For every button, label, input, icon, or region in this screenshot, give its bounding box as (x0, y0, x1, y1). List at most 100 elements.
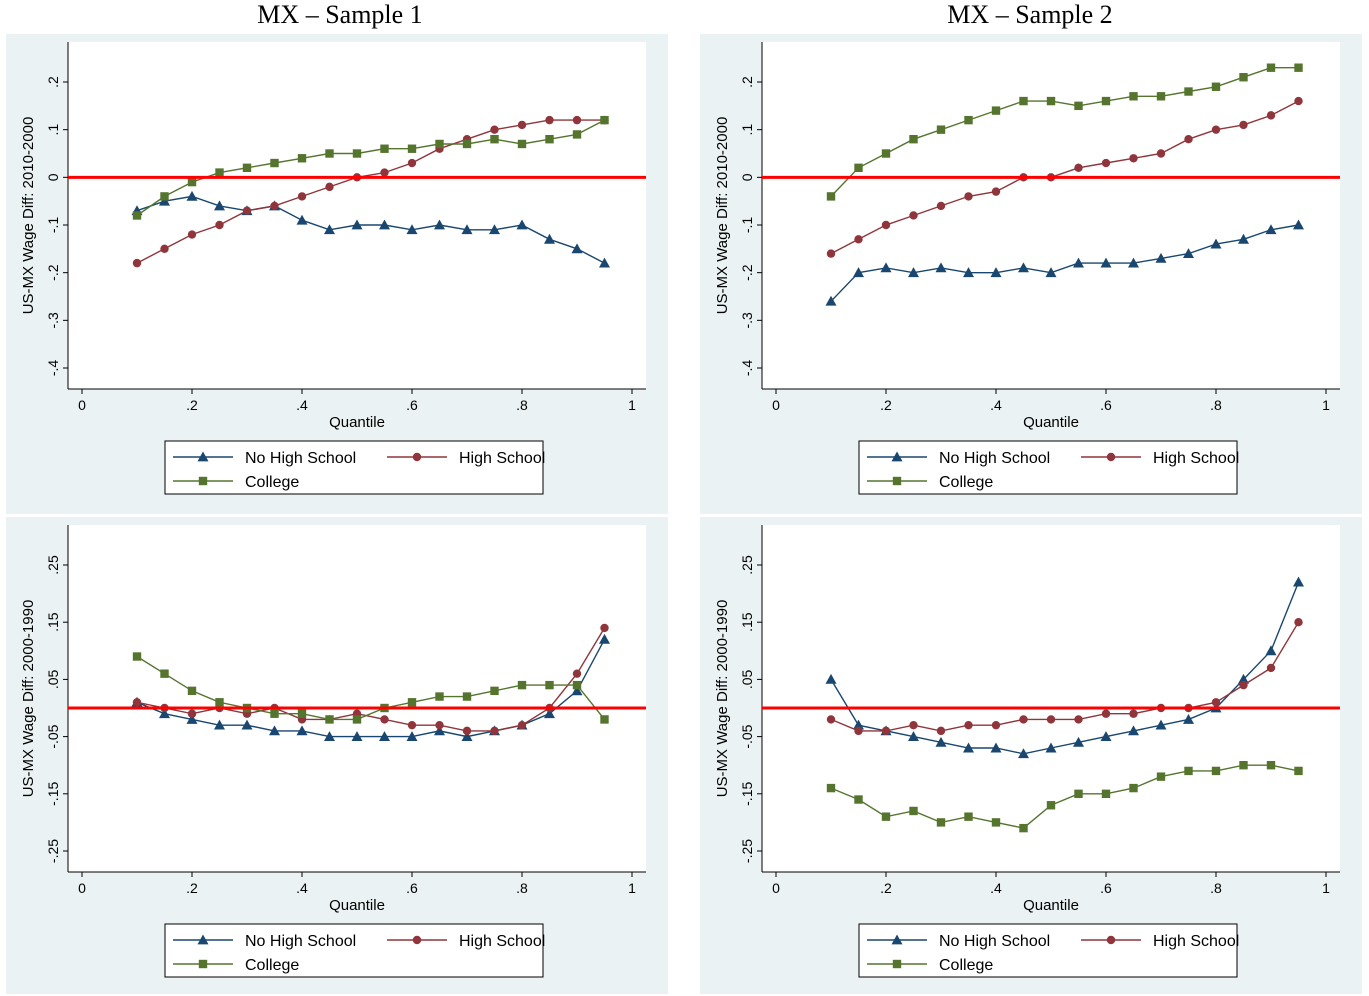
legend-marker-hs (1106, 452, 1116, 462)
data-point-hs (1074, 163, 1083, 172)
data-point-college (1239, 73, 1248, 82)
data-point-hs (160, 244, 169, 254)
data-point-no_hs (908, 731, 919, 741)
data-point-college (490, 135, 499, 144)
data-point-hs (490, 125, 499, 134)
data-point-hs (215, 220, 224, 230)
y-axis-label: US-MX Wage Diff: 2000-1990 (20, 600, 37, 798)
data-point-no_hs (1045, 742, 1057, 753)
data-point-hs (991, 187, 1001, 196)
data-point-no_hs (269, 725, 280, 736)
x-tick-label: 1 (1322, 397, 1330, 413)
x-axis-label: Quantile (1023, 897, 1079, 914)
data-point-hs (435, 720, 444, 730)
data-point-hs (826, 715, 836, 724)
y-tick-label: .25 (45, 555, 61, 575)
legend-label-hs: High School (459, 450, 545, 467)
series-line-college (136, 119, 605, 217)
x-tick-label: .6 (1100, 397, 1112, 413)
data-point-college (435, 692, 444, 701)
chart-bottom-right: -.25 -.15 -.05 .05 .15 .25 0 .2 .4 .6 .8 1 Quantile U… (700, 517, 1362, 994)
series-line-college (830, 764, 1299, 829)
y-tick-label: -.2 (739, 264, 755, 281)
y-tick-label: -.15 (739, 782, 755, 806)
column-title-right: MX – Sample 2 (947, 0, 1113, 29)
x-tick-label: .8 (516, 397, 528, 413)
data-point-no_hs (1210, 238, 1222, 249)
data-point-college (352, 715, 362, 724)
data-point-no_hs (214, 200, 225, 211)
data-point-college (132, 652, 142, 661)
plot-area (68, 42, 646, 389)
data-point-college (435, 139, 444, 149)
data-point-no_hs (159, 195, 170, 206)
data-point-hs (325, 182, 334, 192)
legend-label-no_hs: No High School (939, 933, 1050, 950)
data-point-hs (380, 715, 389, 724)
data-point-no_hs (379, 219, 390, 230)
data-point-hs (1239, 120, 1248, 130)
data-point-hs (1294, 96, 1303, 106)
legend-label-no_hs: No High School (245, 933, 356, 950)
series-line-college (830, 67, 1299, 197)
data-point-no_hs (1183, 713, 1194, 724)
data-point-college (854, 163, 863, 172)
data-point-no_hs (1100, 257, 1112, 268)
data-point-hs (1266, 111, 1276, 120)
y-tick-label: -.05 (45, 724, 61, 748)
data-point-no_hs (963, 742, 974, 753)
x-tick-label: .6 (406, 397, 418, 413)
data-point-college (545, 680, 554, 690)
data-point-no_hs (1073, 736, 1084, 747)
data-point-hs (854, 235, 863, 244)
data-point-college (215, 168, 224, 177)
data-point-hs (909, 720, 918, 730)
data-point-hs (572, 669, 582, 678)
data-point-no_hs (853, 719, 864, 730)
y-tick-label: .2 (45, 76, 61, 88)
data-point-college (964, 115, 973, 125)
legend-marker-college (892, 476, 902, 486)
data-point-college (881, 812, 891, 821)
data-point-no_hs (241, 719, 253, 730)
data-point-college (1156, 92, 1166, 101)
data-point-college (826, 192, 836, 201)
data-point-college (881, 149, 891, 158)
data-point-college (572, 130, 582, 139)
legend-marker-no_hs (891, 934, 903, 945)
data-point-college (517, 139, 527, 149)
data-point-no_hs (1238, 233, 1249, 244)
data-point-college (1211, 82, 1221, 91)
legend-marker-no_hs (197, 451, 209, 462)
legend-marker-college (892, 959, 902, 969)
data-point-college (325, 715, 334, 724)
y-tick-label: -.25 (739, 839, 755, 863)
x-tick-label: 1 (628, 880, 636, 896)
data-point-hs (1266, 663, 1276, 673)
data-point-no_hs (853, 267, 864, 278)
data-point-college (297, 154, 307, 163)
data-point-no_hs (351, 731, 363, 741)
data-point-college (160, 192, 169, 201)
data-point-hs (1129, 709, 1138, 718)
data-point-no_hs (544, 708, 555, 719)
data-point-college (1184, 87, 1193, 96)
data-point-college (407, 698, 417, 707)
data-point-college (352, 149, 362, 158)
series-hs (132, 115, 609, 268)
legend-marker-no_hs (891, 451, 903, 462)
data-point-no_hs (1128, 257, 1139, 268)
y-tick-label: -.4 (45, 360, 61, 377)
chart-bottom-left: -.25 -.15 -.05 .05 .15 .25 0 .2 .4 .6 .8 1 Quantile U… (6, 517, 668, 994)
series-hs (132, 623, 609, 736)
data-point-college (991, 106, 1001, 115)
data-point-no_hs (461, 224, 473, 235)
data-point-college (1074, 789, 1083, 798)
y-tick-label: -.3 (45, 312, 61, 329)
data-point-college (1046, 801, 1056, 810)
data-point-college (187, 686, 197, 696)
data-point-no_hs (544, 233, 555, 244)
legend-box (164, 440, 544, 495)
chart-top-left: -.4 -.3 -.2 -.1 0 .1 .2 0 .2 .4 .6 .8 1 Quantile US-MX… (6, 34, 668, 514)
data-point-hs (187, 230, 197, 239)
